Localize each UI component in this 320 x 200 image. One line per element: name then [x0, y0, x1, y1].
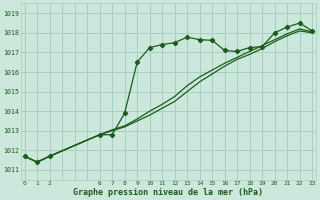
X-axis label: Graphe pression niveau de la mer (hPa): Graphe pression niveau de la mer (hPa) [73, 188, 263, 197]
